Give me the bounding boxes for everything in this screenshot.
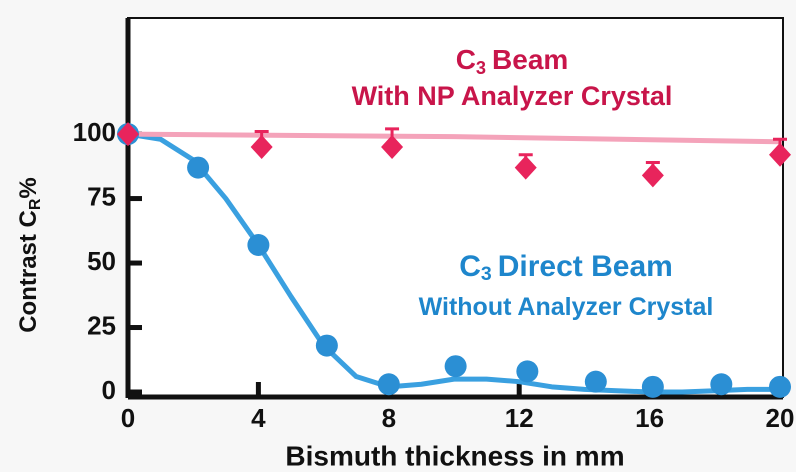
y-tick-label: 50	[87, 246, 116, 276]
annotation-text: C	[459, 250, 481, 283]
y-tick-label: 100	[73, 117, 116, 147]
annotation-text: With NP Analyzer Crystal	[352, 81, 673, 111]
data-point	[377, 373, 400, 396]
x-tick-label: 8	[382, 403, 396, 433]
annotation: With NP Analyzer Crystal	[352, 81, 673, 111]
x-tick-label: 20	[766, 403, 795, 433]
x-tick-label: 16	[635, 403, 664, 433]
x-tick-label: 0	[121, 403, 135, 433]
y-axis-label: Contrast CR%	[15, 177, 44, 333]
data-point	[187, 156, 210, 179]
data-point	[381, 134, 404, 159]
y-tick-label: 25	[87, 310, 116, 340]
annotation-sub: 3	[476, 58, 486, 78]
data-point	[710, 373, 733, 396]
data-point	[315, 334, 338, 357]
data-point	[584, 370, 607, 393]
annotation: Without Analyzer Crystal	[419, 293, 714, 321]
data-point	[769, 375, 791, 398]
y-tick-label: 0	[102, 375, 116, 405]
x-tick-label: 12	[505, 403, 534, 433]
data-point	[641, 375, 664, 398]
x-axis-label: Bismuth thickness in mm	[285, 440, 624, 471]
data-point	[247, 233, 270, 256]
data-point	[250, 134, 273, 159]
y-tick-label: 75	[87, 181, 116, 211]
annotation-sub: 3	[481, 263, 492, 285]
data-point	[444, 355, 467, 378]
fit-curve	[127, 131, 780, 395]
data-point	[769, 142, 791, 167]
fit-curve	[127, 131, 781, 145]
plot-area	[127, 17, 784, 398]
y-label-text: Contrast C	[15, 210, 42, 333]
data-point	[514, 155, 537, 180]
annotation: C3 Direct Beam	[459, 250, 673, 285]
x-tick-label: 4	[251, 403, 266, 433]
annotation-after: Beam	[492, 44, 568, 75]
y-label-after: %	[15, 177, 42, 198]
data-point	[516, 360, 539, 383]
annotation-after: Direct Beam	[498, 250, 673, 283]
annotation: C3 Beam	[456, 44, 569, 77]
annotation-text: C	[456, 44, 476, 75]
data-point	[641, 163, 664, 188]
annotation-text: Without Analyzer Crystal	[419, 293, 714, 321]
y-label-sub: R	[27, 198, 44, 210]
data-point	[117, 122, 139, 147]
